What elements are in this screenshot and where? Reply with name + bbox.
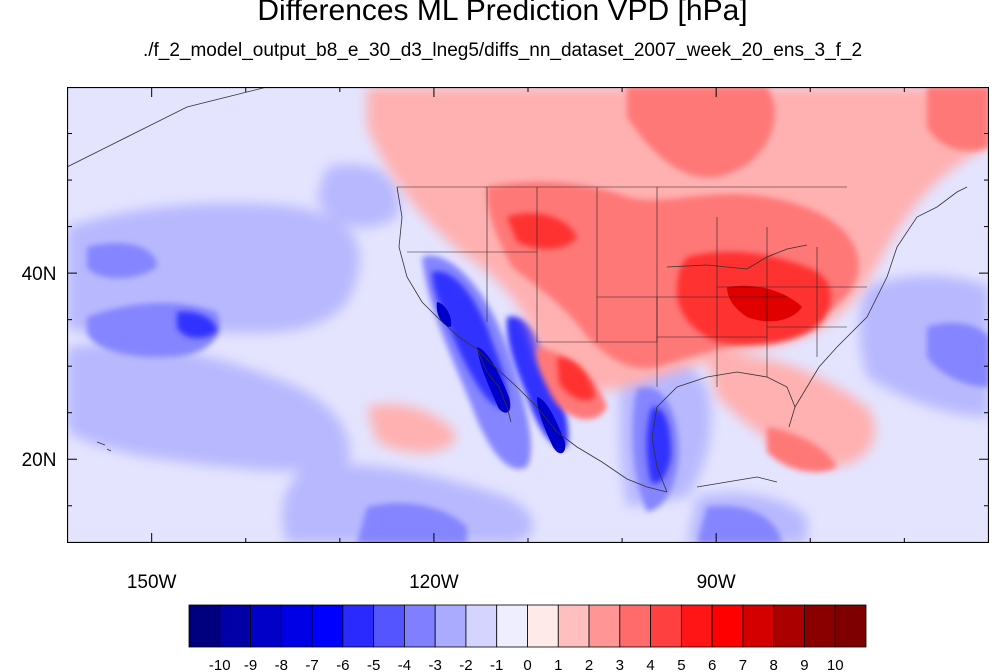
- colorbar-box: [219, 604, 251, 648]
- colorbar-label: 8: [770, 657, 778, 672]
- colorbar-box: [188, 604, 221, 648]
- colorbar-box: [804, 604, 836, 648]
- plot-subtitle: ./f_2_model_output_b8_e_30_d3_lneg5/diff…: [142, 40, 863, 61]
- colorbar-label: 9: [800, 657, 808, 672]
- axis-ticks: [67, 86, 989, 543]
- colorbar-box: [465, 604, 498, 648]
- colorbar-label: -10: [209, 657, 231, 672]
- colorbar-box: [496, 604, 528, 648]
- colorbar-box: [373, 604, 405, 648]
- colorbar-box: [557, 604, 590, 648]
- colorbar-label: 4: [646, 657, 654, 672]
- coastlines: [67, 87, 968, 493]
- colorbar-label: -7: [305, 657, 318, 672]
- map-panel: [67, 86, 989, 543]
- colorbar-box: [342, 604, 375, 648]
- colorbar-label: 2: [585, 657, 593, 672]
- colorbar-label: 7: [739, 657, 747, 672]
- colorbar-box: [773, 604, 805, 648]
- colorbar-label: 10: [827, 657, 844, 672]
- colorbar-box: [404, 604, 436, 648]
- colorbar-label: -9: [244, 657, 257, 672]
- colorbar-box: [588, 604, 621, 648]
- colorbar-label: 1: [554, 657, 562, 672]
- colorbar-label: -6: [336, 657, 349, 672]
- colorbar-label: -1: [490, 657, 503, 672]
- colorbar-box: [711, 604, 744, 648]
- colorbar-label: 5: [677, 657, 685, 672]
- vpd-difference-map: [67, 86, 989, 543]
- colorbar-label: 3: [616, 657, 624, 672]
- colorbar-box: [834, 604, 867, 648]
- colorbar-box: [280, 604, 313, 648]
- colorbar-box: [619, 604, 651, 648]
- colorbar-label: 6: [708, 657, 716, 672]
- colorbar-box: [650, 604, 682, 648]
- colorbar-label: -8: [275, 657, 288, 672]
- colorbar-box: [311, 604, 344, 648]
- positive-anomaly-deep: [727, 285, 802, 322]
- colorbar-label: -5: [367, 657, 380, 672]
- colorbar-box: [680, 604, 713, 648]
- state-borders: [397, 186, 867, 387]
- colorbar-label: 0: [523, 657, 531, 672]
- colorbar-box: [742, 604, 775, 648]
- plot-title: Differences ML Prediction VPD [hPa]: [257, 0, 748, 27]
- colorbar-box: [250, 604, 282, 648]
- colorbar-label: -3: [429, 657, 442, 672]
- colorbar-label: -4: [398, 657, 411, 672]
- negative-anomaly-light: [67, 164, 989, 543]
- colorbar-box: [434, 604, 467, 648]
- colorbar-label: -2: [459, 657, 472, 672]
- colorbar-box: [527, 604, 559, 648]
